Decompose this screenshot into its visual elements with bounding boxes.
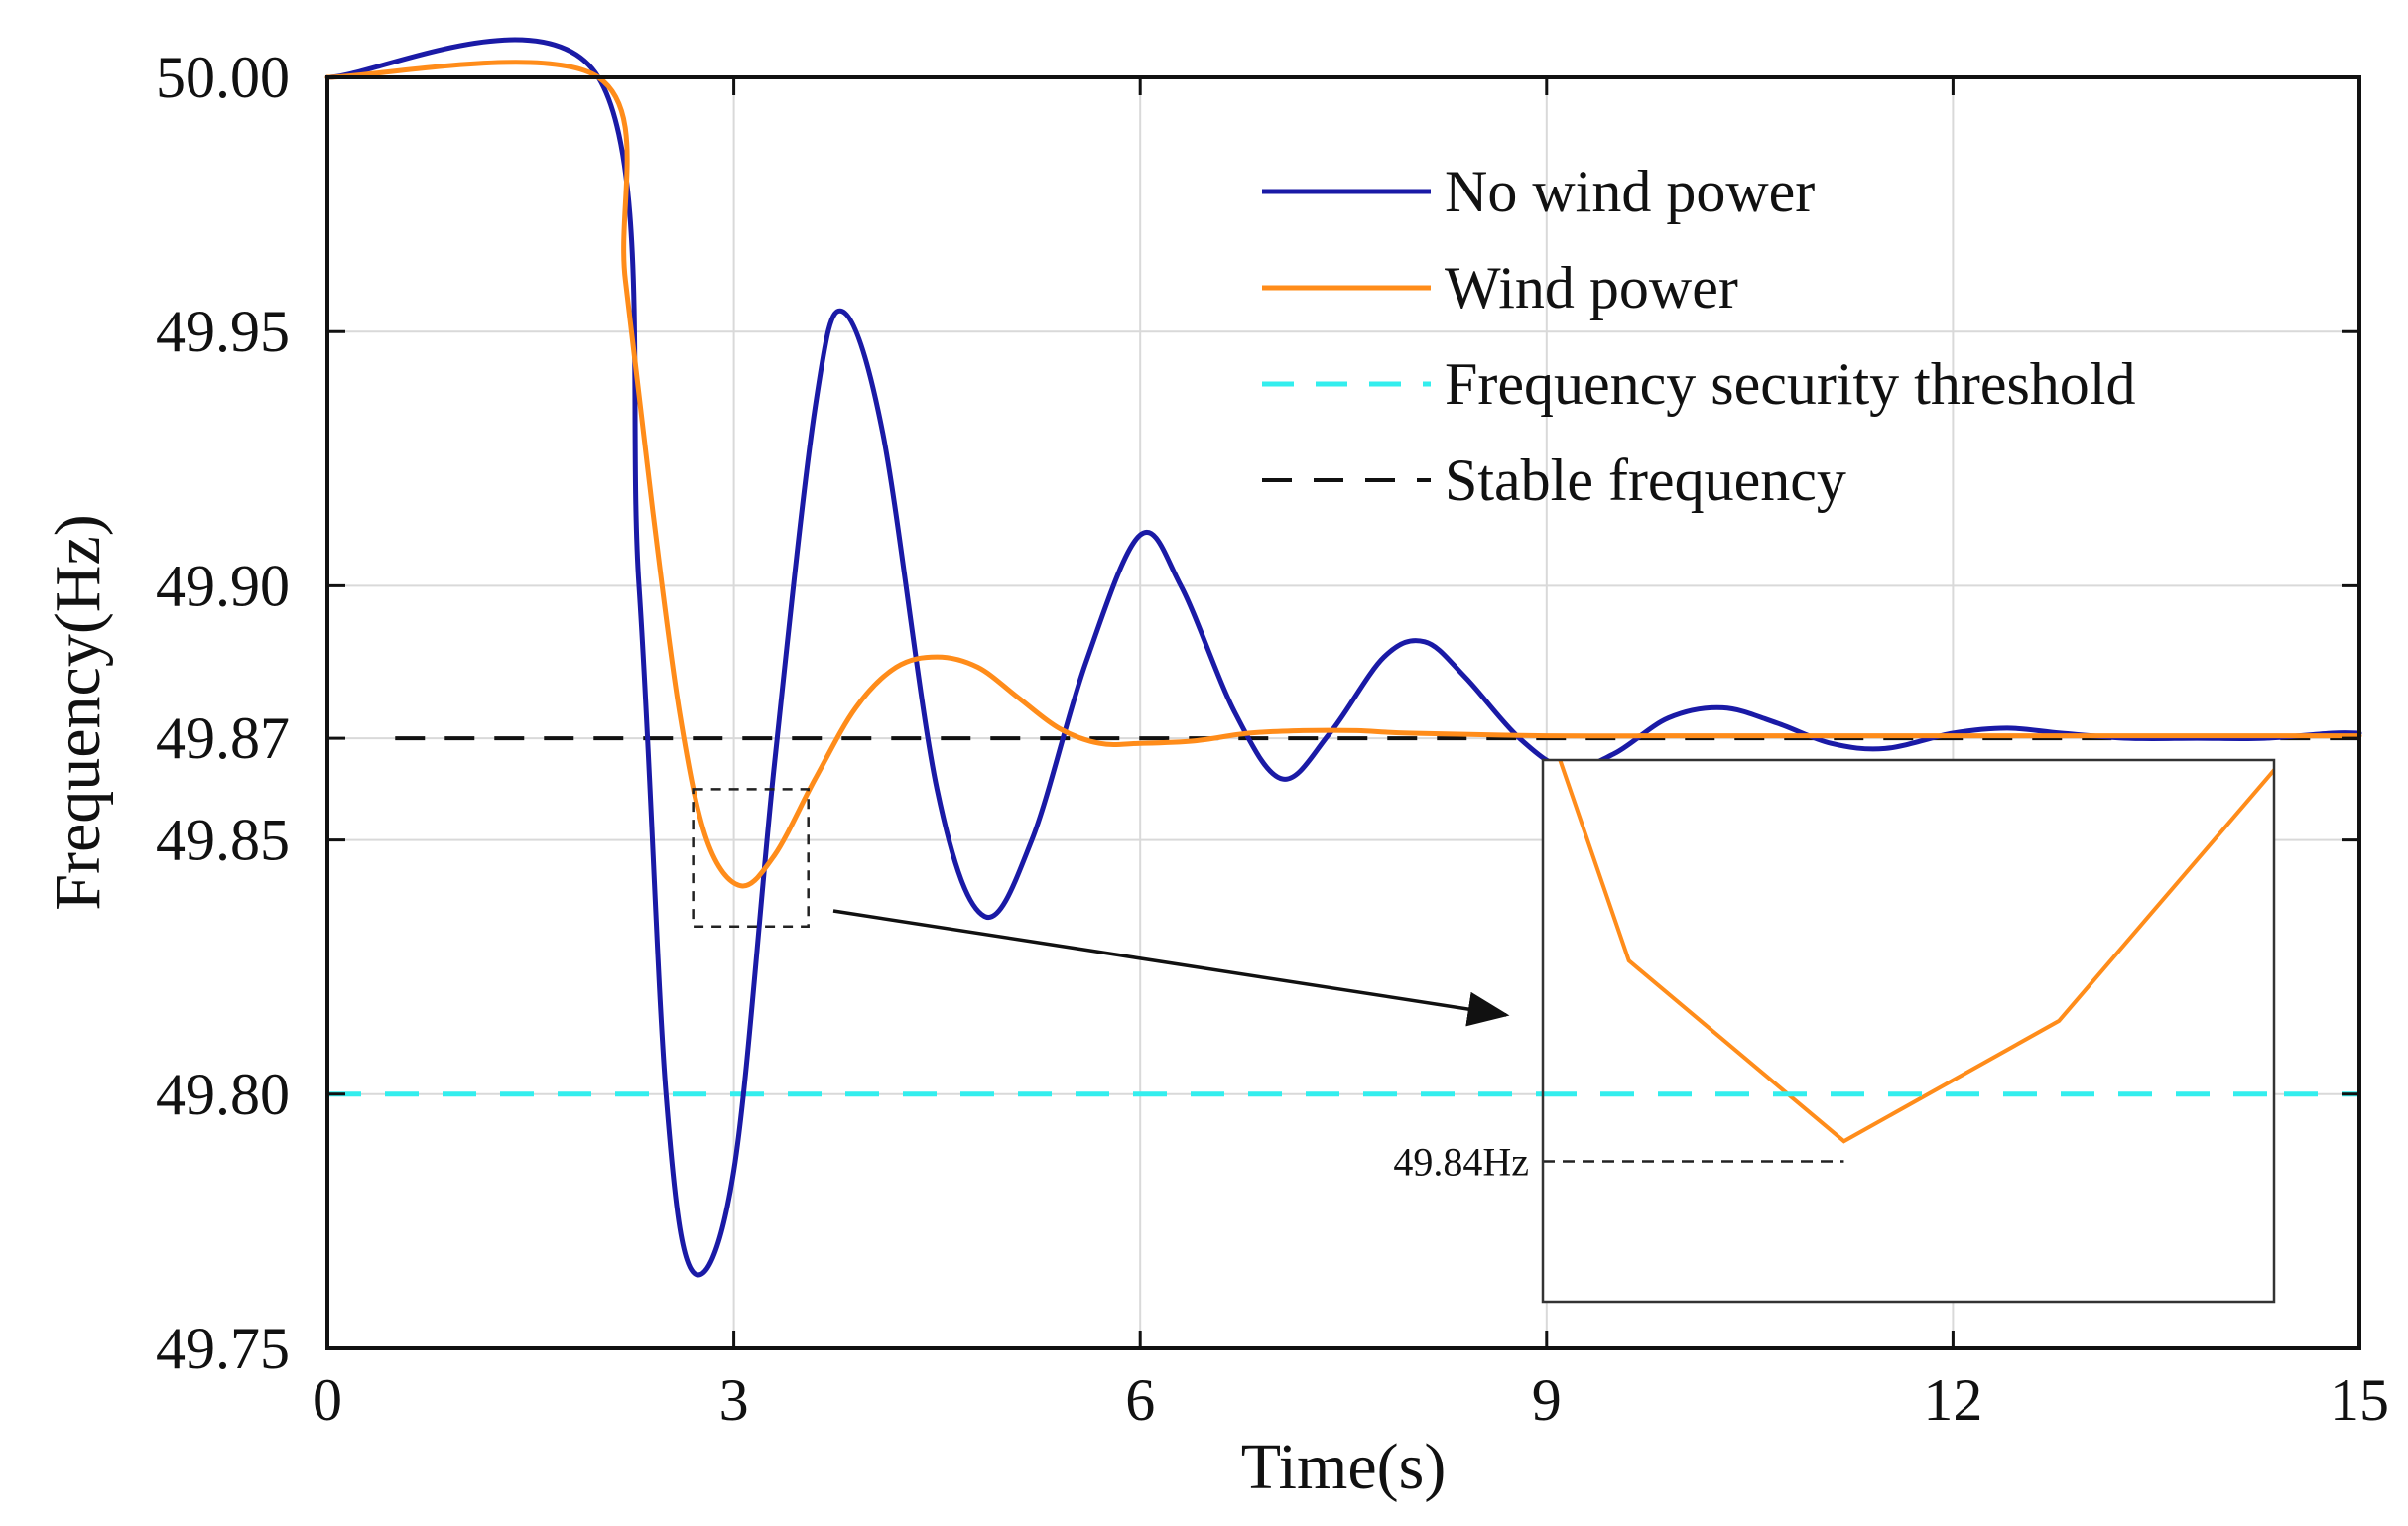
axis-ticks: 0 3 6 9 12 15 49.75 49.80 49.85 49.87 49.90 49.95 50…	[156, 45, 2389, 1433]
x-tick-label: 3	[719, 1367, 749, 1433]
legend-label-stable-frequency: Stable frequency	[1445, 447, 1846, 513]
legend-label-frequency-security-threshold: Frequency security threshold	[1445, 351, 2135, 417]
x-tick-label: 9	[1532, 1367, 1562, 1433]
inset-frame	[1541, 758, 2276, 1304]
wind-power-series-line	[324, 60, 2362, 889]
zoom-arrow	[832, 909, 1510, 1027]
y-tick-label: 49.95	[156, 299, 290, 364]
x-tick-label: 6	[1125, 1367, 1155, 1433]
y-tick-label: 49.75	[156, 1316, 290, 1381]
zoom-inset: 49.84Hz	[1393, 758, 2276, 1304]
zoom-callout	[692, 788, 1510, 1027]
legend-label-no-wind-power: No wind power	[1445, 159, 1815, 224]
y-tick-label: 49.85	[156, 808, 290, 873]
no-wind-power-series-line	[324, 37, 2362, 1278]
inset-wind-power-line	[1558, 760, 2274, 1144]
y-tick-label: 49.87	[156, 705, 290, 771]
inset-minimum-label: 49.84Hz	[1393, 1139, 1529, 1184]
zoom-region-box	[692, 788, 810, 928]
x-tick-label: 15	[2330, 1367, 2389, 1433]
x-tick-label: 0	[313, 1367, 342, 1433]
y-tick-label: 49.90	[156, 553, 290, 618]
legend: No wind power Wind power Frequency securit…	[1262, 159, 2135, 513]
data-series	[324, 37, 2362, 1278]
y-tick-label: 49.80	[156, 1062, 290, 1127]
plot-frame	[325, 75, 2361, 1350]
legend-label-wind-power: Wind power	[1445, 255, 1738, 320]
x-axis-title: Time(s)	[1241, 1431, 1447, 1503]
y-tick-label: 50.00	[156, 45, 290, 110]
inset-background	[1543, 760, 2274, 1302]
y-axis-title: Frequency(Hz)	[42, 514, 114, 910]
x-tick-label: 12	[1923, 1367, 1982, 1433]
